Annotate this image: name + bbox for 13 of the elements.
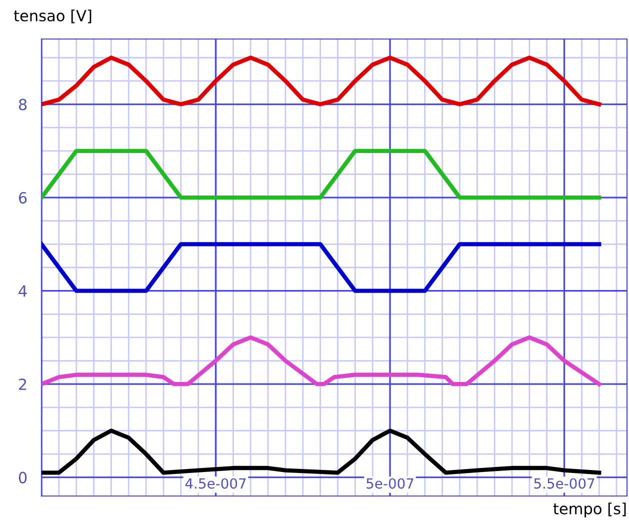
y-tick-label: 6	[18, 192, 27, 204]
y-tick-label: 4	[18, 285, 27, 297]
line-series	[42, 428, 602, 475]
x-axis-title: tempo [s]	[553, 502, 626, 518]
y-axis-title: tensao [V]	[14, 10, 92, 24]
y-tick-label: 0	[18, 472, 27, 484]
x-tick-label: 5.5e-007	[534, 478, 594, 489]
line-series	[42, 335, 602, 386]
x-tick-label: 4.5e-007	[185, 478, 246, 489]
x-tick-label: 5e-007	[366, 478, 414, 489]
y-tick-label: 2	[19, 378, 26, 390]
line-series	[42, 56, 602, 106]
y-tick-label: 8	[18, 98, 27, 110]
